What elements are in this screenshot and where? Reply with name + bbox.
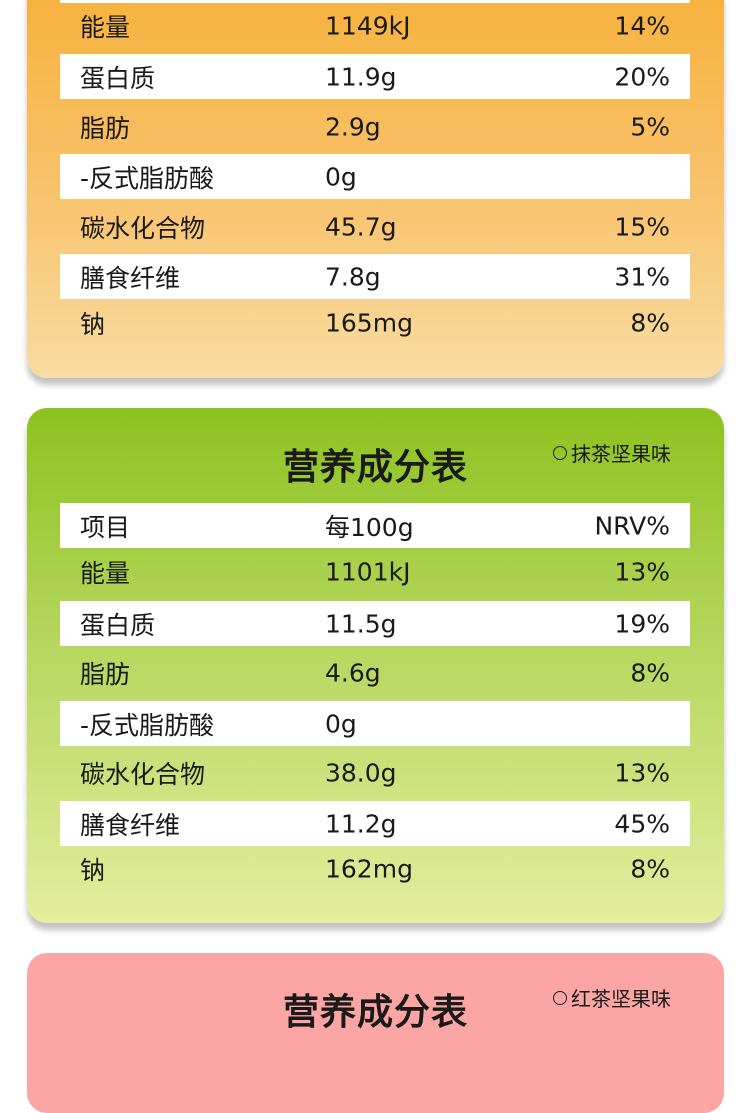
nutrient-name: 膳食纤维 (80, 810, 181, 840)
nutrient-amount: 11.2g (325, 809, 397, 838)
nutrient-amount: 7.8g (325, 262, 381, 291)
header-per100g: 每100g (325, 512, 414, 542)
table-row: 钠 165mg 8% (60, 300, 690, 345)
table-row: 膳食纤维 11.2g 45% (60, 801, 690, 846)
nutrient-nrv: 8% (630, 854, 670, 883)
card-title: 营养成分表 (282, 992, 468, 1033)
nutrient-amount: 2.9g (325, 112, 381, 141)
nutrient-amount: 1101kJ (325, 557, 411, 586)
table-row: 碳水化合物 38.0g 13% (60, 750, 690, 795)
nutrient-amount: 0g (325, 162, 357, 191)
table-row: 钠 162mg 8% (60, 846, 690, 891)
nutrient-name: 蛋白质 (80, 63, 156, 93)
nutrient-nrv: 45% (614, 809, 670, 838)
header-item: 项目 (80, 512, 131, 542)
nutrient-amount: 45.7g (325, 212, 397, 241)
nutrient-nrv: 8% (630, 308, 670, 337)
nutrient-amount: 4.6g (325, 658, 381, 687)
nutrient-name: 能量 (80, 558, 131, 588)
nutrient-amount: 11.5g (325, 609, 397, 638)
flavor-label: 抹茶坚果味 (553, 438, 671, 467)
table-row: 脂肪 4.6g 8% (60, 650, 690, 695)
nutrient-name: -反式脂肪酸 (80, 163, 215, 193)
nutrient-amount: 11.9g (325, 62, 397, 91)
flavor-text: 红茶坚果味 (571, 987, 671, 1011)
table-row: 脂肪 2.9g 5% (60, 104, 690, 149)
nutrient-name: 碳水化合物 (80, 759, 206, 789)
table-row (60, 0, 690, 3)
nutrition-card-green: 营养成分表 抹茶坚果味 项目 每100g NRV% 能量 1101kJ 13% … (27, 408, 724, 923)
circle-icon (553, 990, 567, 1005)
table-row: -反式脂肪酸 0g (60, 154, 690, 199)
flavor-text: 抹茶坚果味 (571, 442, 671, 466)
nutrient-name: 碳水化合物 (80, 213, 206, 243)
nutrient-amount: 162mg (325, 854, 413, 883)
nutrient-name: 脂肪 (80, 659, 131, 689)
nutrient-nrv: 13% (614, 758, 670, 787)
nutrition-card-orange: 能量 1149kJ 14% 蛋白质 11.9g 20% 脂肪 2.9g 5% -… (27, 0, 724, 378)
nutrient-nrv: 8% (630, 658, 670, 687)
nutrient-amount: 1149kJ (325, 11, 411, 40)
nutrient-nrv: 15% (614, 212, 670, 241)
table-row: -反式脂肪酸 0g (60, 701, 690, 746)
nutrient-amount: 165mg (325, 308, 413, 337)
table-header-row: 项目 每100g NRV% (60, 503, 690, 548)
nutrient-name: 脂肪 (80, 113, 131, 143)
nutrient-nrv: 20% (614, 62, 670, 91)
table-row: 能量 1149kJ 14% (60, 3, 690, 48)
table-row: 蛋白质 11.5g 19% (60, 601, 690, 646)
nutrient-name: 钠 (80, 855, 106, 885)
nutrient-name: 膳食纤维 (80, 263, 181, 293)
nutrient-nrv: 14% (614, 11, 670, 40)
circle-icon (553, 445, 567, 460)
table-row: 蛋白质 11.9g 20% (60, 54, 690, 99)
table-row: 能量 1101kJ 13% (60, 549, 690, 594)
nutrient-name: 能量 (80, 12, 131, 42)
nutrient-name: 蛋白质 (80, 610, 156, 640)
nutrient-nrv: 31% (614, 262, 670, 291)
table-row: 碳水化合物 45.7g 15% (60, 204, 690, 249)
card-title: 营养成分表 (282, 447, 468, 488)
nutrition-card-pink: 营养成分表 红茶坚果味 (27, 953, 724, 1113)
table-row: 膳食纤维 7.8g 31% (60, 254, 690, 299)
nutrient-name: 钠 (80, 309, 106, 339)
nutrient-name: -反式脂肪酸 (80, 710, 215, 740)
header-nrv: NRV% (594, 511, 670, 540)
nutrient-nrv: 19% (614, 609, 670, 638)
flavor-label: 红茶坚果味 (553, 983, 671, 1012)
nutrient-amount: 0g (325, 709, 357, 738)
nutrient-nrv: 5% (630, 112, 670, 141)
nutrient-amount: 38.0g (325, 758, 397, 787)
nutrient-nrv: 13% (614, 557, 670, 586)
